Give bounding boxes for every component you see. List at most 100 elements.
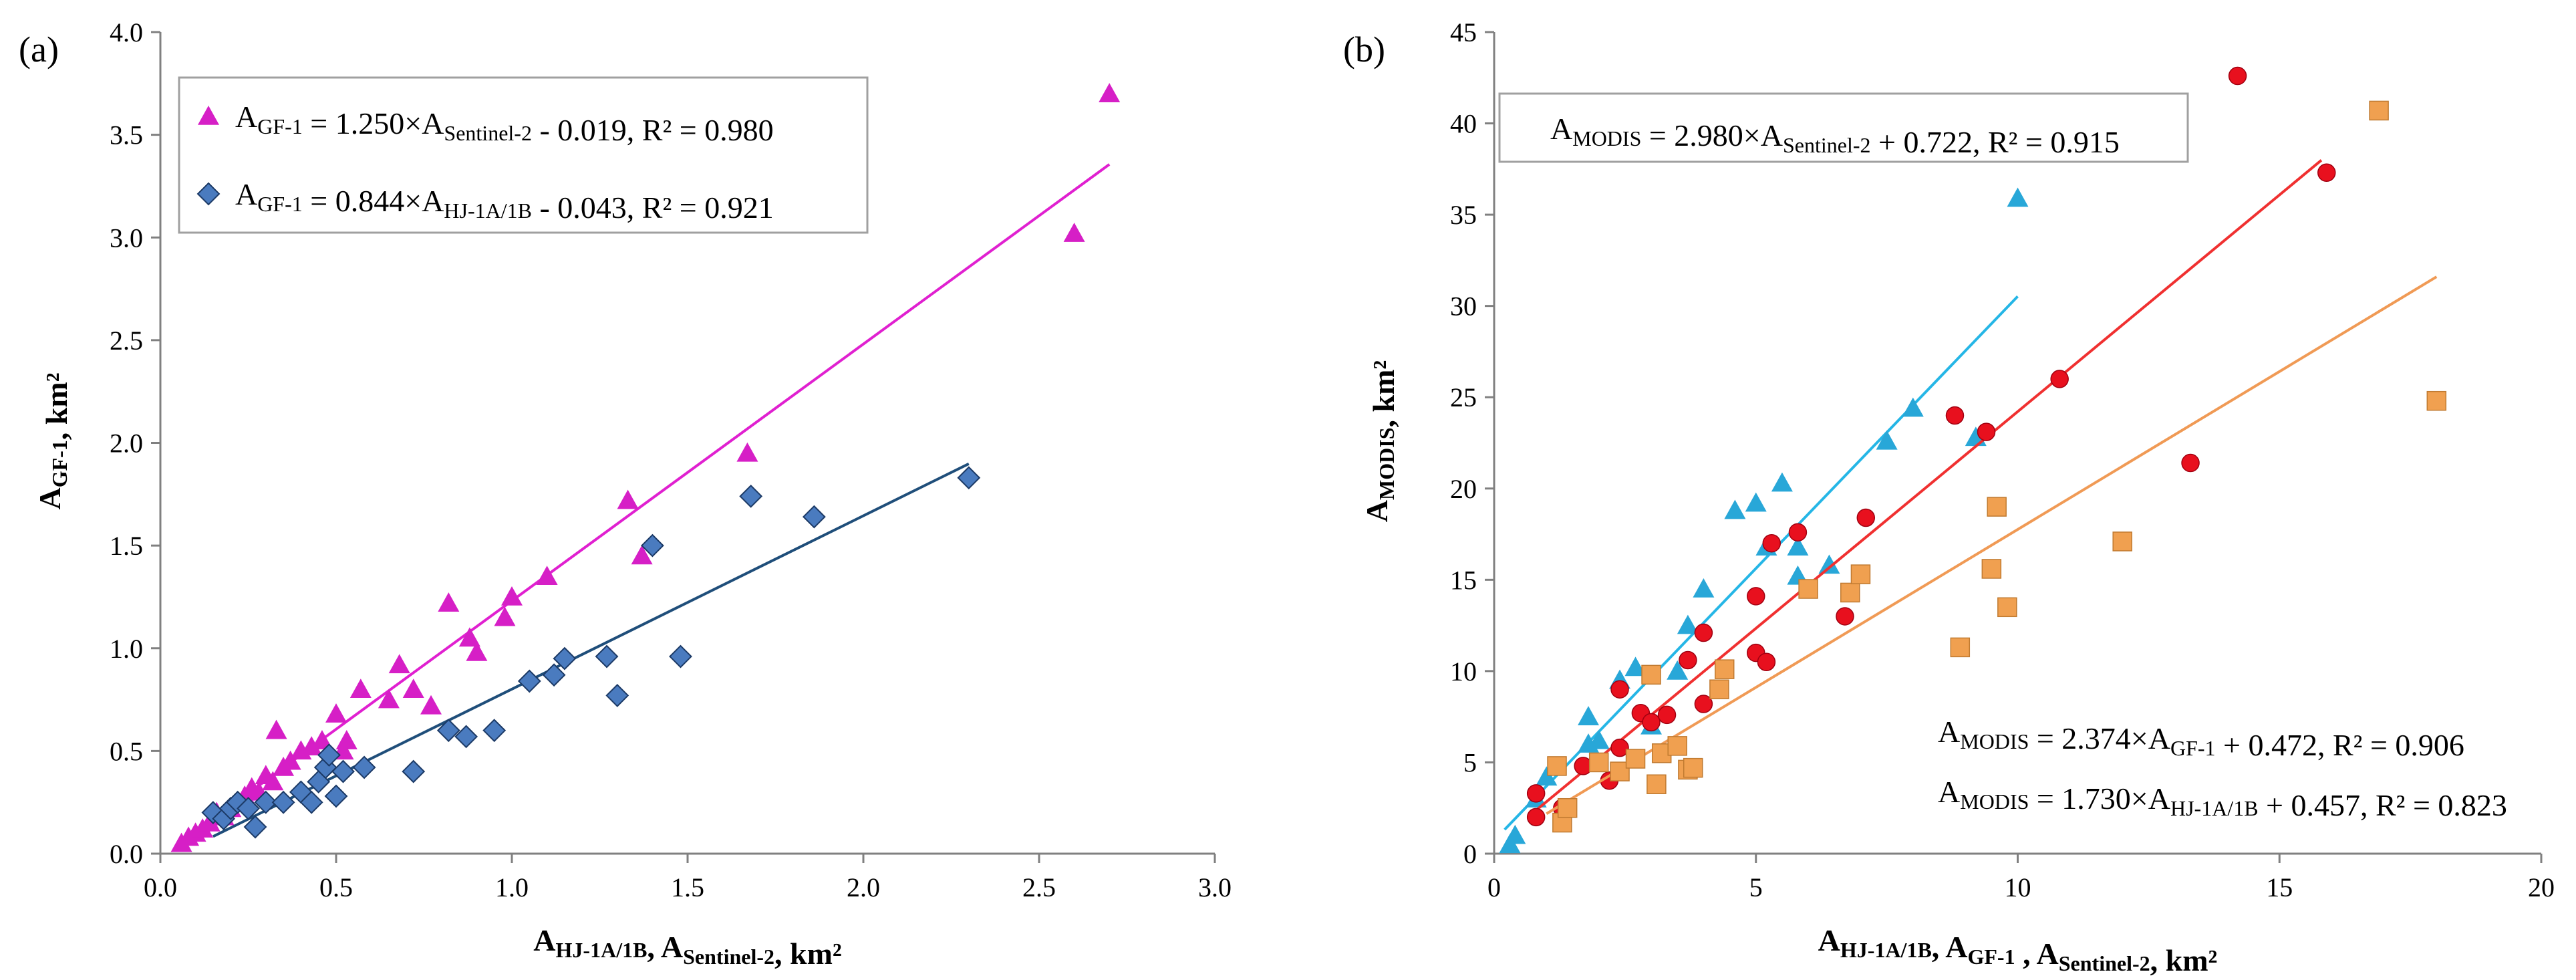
data-point-diamond xyxy=(595,644,619,668)
regression-equation: AMODIS = 1.730×AHJ-1A/1B + 0.457, R² = 0… xyxy=(1938,775,2507,822)
chart-panel-a: 0.0 0.5 1.0 1.5 2.0 2.5 3.0 0.0 0.5 1.0 1.5 2.0 2.5 3… xyxy=(19,17,1232,971)
data-point-triangle xyxy=(1667,660,1689,680)
legend: AGF-1 = 1.250×ASentinel-2 - 0.019, R² = … xyxy=(178,76,869,234)
x-tick-label: 5 xyxy=(1749,872,1763,902)
data-point-triangle xyxy=(1876,430,1898,450)
data-point-square xyxy=(1840,582,1860,603)
x-tick-label: 0.0 xyxy=(144,872,177,902)
data-point-square xyxy=(1641,664,1661,685)
data-point-triangle xyxy=(736,442,758,462)
data-point-circle xyxy=(1526,784,1546,803)
data-point-circle xyxy=(1610,738,1629,757)
data-point-diamond xyxy=(243,815,267,839)
data-point-triangle xyxy=(631,545,653,565)
data-point-triangle xyxy=(536,566,558,586)
data-point-circle xyxy=(2317,163,2336,182)
data-point-triangle xyxy=(1693,578,1715,598)
data-point-diamond xyxy=(605,684,629,707)
data-point-diamond xyxy=(454,725,478,749)
data-point-square xyxy=(1588,752,1609,773)
series-triangle xyxy=(1499,187,2029,854)
y-tick-label: 20 xyxy=(1450,474,1477,504)
data-point-triangle xyxy=(420,695,442,715)
data-point-triangle xyxy=(262,771,284,791)
data-point-circle xyxy=(1856,508,1876,527)
legend-box xyxy=(178,76,869,234)
series-circle xyxy=(1526,66,2336,827)
data-point-circle xyxy=(1747,587,1765,606)
equation-box xyxy=(1498,92,2189,163)
x-tick-label: 1.5 xyxy=(671,872,704,902)
data-point-diamond xyxy=(802,505,826,529)
data-point-circle xyxy=(1762,533,1781,553)
chart-panel-b: 0 5 10 15 20 0 5 10 15 20 25 30 35 40 45 (b) AHJ-1A/1B, … xyxy=(1343,17,2555,977)
x-tick-label: 2.5 xyxy=(1022,872,1056,902)
data-point-square xyxy=(1625,749,1646,769)
x-tick-label: 10 xyxy=(2005,872,2031,902)
data-point-diamond xyxy=(517,669,541,693)
data-point-triangle xyxy=(1588,729,1610,749)
y-tick-label: 30 xyxy=(1450,291,1477,322)
data-point-triangle xyxy=(335,730,357,749)
y-axis-label: AGF-1, km² xyxy=(33,372,74,509)
data-point-circle xyxy=(2050,370,2069,388)
data-point-circle xyxy=(1657,705,1677,725)
data-point-diamond xyxy=(739,484,763,508)
data-point-circle xyxy=(1836,607,1854,626)
data-point-square xyxy=(1850,564,1871,584)
data-point-triangle xyxy=(501,586,523,606)
legend-equation: AGF-1 = 0.844×AHJ-1A/1B - 0.043, R² = 0.… xyxy=(235,177,774,225)
data-point-square xyxy=(1987,497,2007,517)
x-axis-label: AHJ-1A/1B, AGF-1 , ASentinel-2, km² xyxy=(1818,923,2218,977)
data-point-diamond xyxy=(402,759,426,783)
y-tick-label: 3.0 xyxy=(110,223,143,253)
panel-label: (b) xyxy=(1343,29,1385,70)
data-point-triangle xyxy=(311,730,333,749)
y-tick-label: 0 xyxy=(1463,839,1477,869)
y-tick-label: 2.0 xyxy=(110,428,143,459)
data-point-triangle xyxy=(2007,187,2029,207)
data-point-diamond xyxy=(542,663,566,687)
data-point-triangle xyxy=(301,736,323,756)
data-point-diamond xyxy=(352,755,376,779)
data-point-triangle xyxy=(1536,766,1558,786)
data-point-triangle xyxy=(378,689,400,709)
y-tick-label: 35 xyxy=(1450,200,1477,230)
data-point-diamond xyxy=(436,719,460,743)
y-tick-label: 15 xyxy=(1450,565,1477,595)
data-point-square xyxy=(1547,756,1567,776)
panel-label: (a) xyxy=(19,29,59,70)
data-point-triangle xyxy=(265,719,287,739)
data-point-diamond xyxy=(331,759,355,783)
x-tick-label: 0.5 xyxy=(319,872,353,902)
data-point-circle xyxy=(1694,623,1713,642)
data-point-triangle xyxy=(494,606,516,626)
y-tick-label: 1.5 xyxy=(110,531,143,561)
data-point-triangle xyxy=(1818,554,1840,574)
data-point-square xyxy=(1981,559,2002,579)
data-point-square xyxy=(1709,679,1729,699)
data-point-triangle xyxy=(458,627,480,647)
data-point-square xyxy=(2112,531,2132,552)
data-point-triangle xyxy=(438,592,460,612)
data-point-triangle xyxy=(198,812,221,832)
data-point-square xyxy=(1610,761,1630,781)
data-point-square xyxy=(1714,659,1735,679)
data-point-triangle xyxy=(617,489,639,509)
data-point-triangle xyxy=(388,654,410,674)
data-point-square xyxy=(1997,597,2017,618)
x-tick-label: 20 xyxy=(2528,872,2555,902)
series-diamond xyxy=(201,462,981,839)
data-point-square xyxy=(1683,757,1703,778)
data-point-diamond xyxy=(482,719,507,743)
data-point-square xyxy=(1557,798,1578,818)
data-point-diamond xyxy=(237,796,260,820)
y-tick-label: 0.5 xyxy=(110,736,143,766)
data-point-circle xyxy=(1977,422,1996,441)
x-tick-label: 2.0 xyxy=(847,872,880,902)
legend-marker-diamond xyxy=(196,182,221,206)
data-point-circle xyxy=(1757,652,1776,671)
data-point-triangle xyxy=(1504,824,1526,844)
x-tick-label: 0 xyxy=(1487,872,1501,902)
